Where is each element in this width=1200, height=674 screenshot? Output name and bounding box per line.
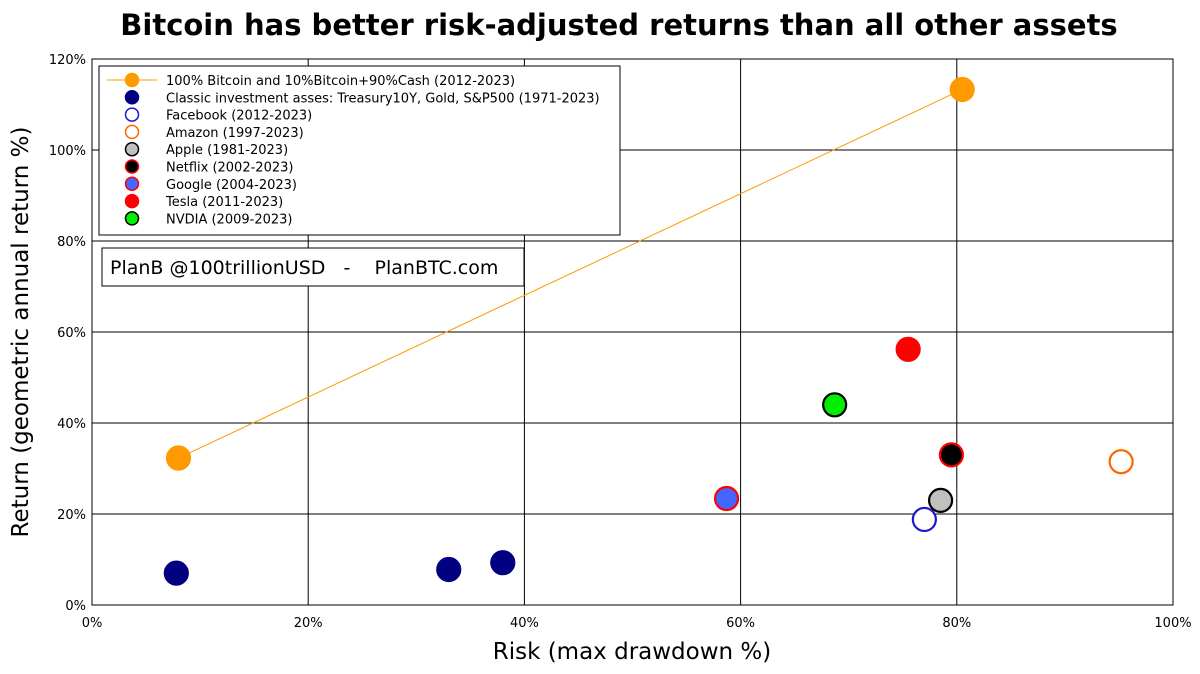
data-point (911, 506, 937, 533)
legend-marker (124, 159, 140, 174)
annotation-frame (101, 247, 525, 287)
legend-marker (124, 72, 140, 88)
y-tick-label: 80% (57, 235, 86, 250)
legend-frame (98, 65, 621, 236)
legend-label: Tesla (2011-2023) (165, 195, 283, 210)
y-tick-label: 40% (57, 417, 86, 432)
x-tick-label: 40% (510, 616, 539, 631)
data-point (165, 445, 192, 471)
x-tick-label: 80% (942, 616, 971, 631)
y-tick-label: 100% (49, 144, 86, 159)
y-axis-label: Return (geometric annual return %) (8, 127, 34, 538)
series-line (178, 89, 963, 459)
legend-label: Classic investment asses: Treasury10Y, G… (166, 91, 600, 106)
x-tick-label: 100% (1154, 616, 1191, 631)
x-tick-label: 20% (294, 616, 323, 631)
data-points (163, 76, 1134, 586)
legend-marker (124, 193, 140, 209)
legend-marker (124, 107, 140, 122)
data-point (822, 392, 848, 418)
legend-label: NVDIA (2009-2023) (166, 212, 293, 227)
legend-marker (124, 211, 140, 226)
legend-label: Google (2004-2023) (166, 178, 297, 193)
x-tick-label: 0% (82, 616, 103, 631)
data-point (163, 560, 189, 586)
data-point (938, 442, 964, 468)
legend-marker (124, 176, 140, 192)
series-lines (178, 89, 963, 459)
data-point (949, 76, 975, 103)
annotation-box: PlanB @100trillionUSD - PlanBTC.com (101, 247, 525, 287)
plot-frame (91, 58, 1174, 606)
legend-label: 100% Bitcoin and 10%Bitcoin+90%Cash (201… (166, 74, 515, 89)
x-tick-label: 60% (726, 616, 755, 631)
y-tick-label: 60% (57, 326, 86, 341)
data-point (436, 556, 462, 583)
annotation-text: PlanB @100trillionUSD - PlanBTC.com (110, 257, 498, 279)
tick-labels: 0% 20% 40% 60% 80% 100% 0% 20% 40% 60% 80% 100% 120% (49, 53, 1192, 631)
data-point (713, 485, 740, 512)
data-point (490, 550, 516, 576)
legend: 100% Bitcoin and 10%Bitcoin+90%Cash (201… (98, 65, 621, 236)
chart-title: Bitcoin has better risk-adjusted returns… (120, 8, 1117, 42)
y-tick-label: 20% (57, 508, 86, 523)
data-point (1108, 449, 1134, 475)
data-point (895, 336, 921, 362)
legend-label: Facebook (2012-2023) (166, 109, 312, 124)
legend-label: Apple (1981-2023) (166, 143, 288, 158)
y-tick-label: 120% (49, 53, 86, 68)
legend-marker (124, 141, 140, 157)
data-point (927, 487, 954, 513)
x-axis-label: Risk (max drawdown %) (493, 639, 772, 665)
legend-marker (124, 90, 140, 105)
legend-label: Netflix (2002-2023) (166, 161, 293, 176)
y-tick-label: 0% (65, 599, 86, 614)
legend-label: Amazon (1997-2023) (166, 126, 304, 141)
legend-marker (124, 124, 140, 140)
